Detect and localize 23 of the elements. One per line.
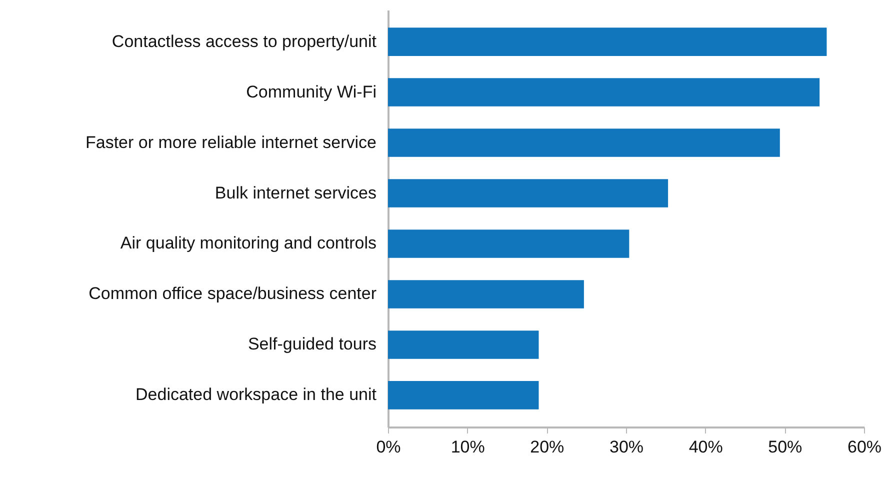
x-tick-label: 10% <box>450 438 485 456</box>
x-tick-label: 30% <box>609 438 644 456</box>
x-tick-label: 60% <box>847 438 882 456</box>
bar <box>388 28 827 56</box>
y-tick-label: Contactless access to property/unit <box>112 32 377 51</box>
x-tick-label: 50% <box>768 438 802 456</box>
bar <box>388 280 584 308</box>
x-tick-label: 20% <box>530 438 564 456</box>
bar <box>388 381 539 410</box>
y-tick-label: Air quality monitoring and controls <box>120 234 376 253</box>
bar <box>388 330 539 359</box>
y-tick-label: Dedicated workspace in the unit <box>136 385 377 404</box>
y-tick-label: Bulk internet services <box>214 183 376 202</box>
x-tick-label: 40% <box>688 438 723 456</box>
bar <box>388 179 668 208</box>
bar <box>388 128 780 157</box>
bar <box>388 78 820 106</box>
y-tick-label: Community Wi-Fi <box>246 82 376 102</box>
bar <box>388 230 630 258</box>
y-tick-label: Self-guided tours <box>248 334 376 354</box>
y-tick-label: Common office space/business center <box>88 284 377 304</box>
y-tick-label: Faster or more reliable internet service <box>85 132 376 152</box>
x-tick-label: 0% <box>376 438 401 456</box>
